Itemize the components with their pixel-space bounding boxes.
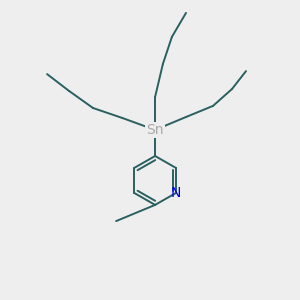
Text: Sn: Sn — [146, 123, 164, 137]
Text: N: N — [171, 186, 181, 200]
